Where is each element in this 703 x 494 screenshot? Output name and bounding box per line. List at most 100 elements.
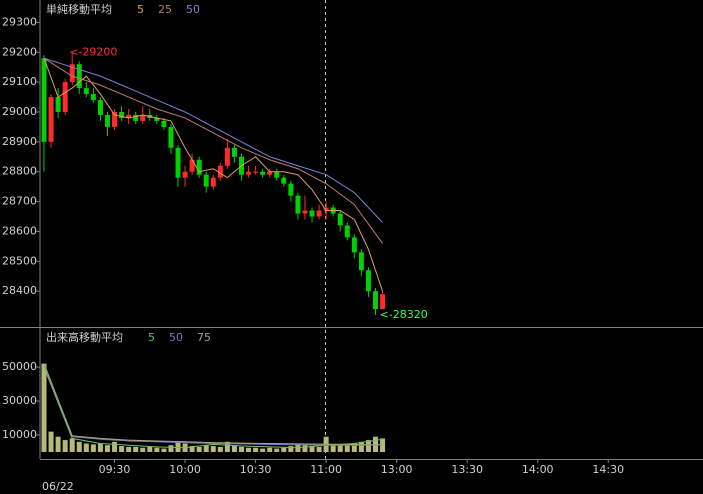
- candle-body: [76, 64, 82, 89]
- volume-bar: [330, 445, 336, 452]
- candle-body: [154, 117, 160, 121]
- volume-bar: [358, 441, 364, 452]
- volume-bar: [76, 441, 82, 452]
- candle-body: [196, 159, 202, 175]
- y-tick-label: 28400: [2, 284, 37, 297]
- volume-bar: [140, 447, 146, 452]
- candle-body: [351, 237, 357, 253]
- candle-body: [295, 195, 301, 214]
- x-tick-label: 13:00: [381, 463, 413, 476]
- volume-bar: [133, 446, 139, 452]
- candle-body: [373, 291, 378, 310]
- volume-bar: [302, 445, 308, 452]
- candle-body: [41, 58, 47, 142]
- volume-bar: [344, 445, 350, 452]
- x-tick-label: 09:30: [99, 463, 131, 476]
- volume-bar: [203, 445, 209, 452]
- candle-body: [104, 114, 110, 127]
- y-tick-label: 28800: [2, 165, 37, 178]
- volume-bar: [281, 447, 287, 452]
- candle-body: [365, 270, 371, 292]
- volume-bar: [253, 447, 259, 452]
- x-tick-label: 14:00: [522, 463, 554, 476]
- candle-body: [337, 213, 343, 226]
- candle-body: [316, 210, 322, 217]
- volume-bar: [196, 446, 202, 452]
- y-tick-label: 29100: [2, 75, 37, 88]
- candle-body: [380, 294, 386, 310]
- y-tick-label: 10000: [2, 428, 37, 441]
- y-tick-label: 28600: [2, 224, 37, 237]
- volume-bar: [41, 363, 47, 452]
- y-tick-label: 28500: [2, 254, 37, 267]
- moving-average-line: [43, 57, 383, 223]
- candle-body: [48, 97, 54, 142]
- candle-body: [83, 88, 89, 95]
- candle-body: [210, 177, 216, 187]
- volume-bar: [238, 446, 244, 452]
- candle-body: [175, 147, 181, 178]
- y-tick-label: 28900: [2, 135, 37, 148]
- candle-body: [309, 210, 315, 217]
- volume-bar: [246, 447, 252, 452]
- legend-entry: 5: [137, 3, 144, 16]
- candle-body: [267, 171, 273, 175]
- candle-body: [274, 171, 280, 178]
- price-annotation: <-29200: [69, 45, 117, 58]
- volume-bar: [83, 443, 89, 452]
- volume-bar: [90, 444, 96, 452]
- candle-body: [203, 174, 209, 187]
- volume-bar: [351, 443, 357, 452]
- legend-entry: 5: [148, 331, 155, 344]
- volume-bar: [288, 446, 294, 452]
- y-tick-label: 29200: [2, 45, 37, 58]
- volume-bar: [55, 436, 61, 452]
- candle-body: [126, 114, 132, 118]
- volume-bar: [97, 443, 103, 452]
- volume-panel-title: 出来高移動平均: [46, 330, 123, 344]
- candle-body: [161, 120, 167, 127]
- candle-body: [358, 252, 364, 271]
- candle-body: [260, 171, 266, 175]
- volume-bar: [104, 445, 110, 452]
- candle-body: [189, 159, 195, 172]
- volume-bar: [267, 447, 273, 452]
- moving-average-line: [43, 363, 383, 446]
- price-annotation: <-28320: [380, 308, 428, 321]
- volume-bar: [309, 446, 315, 452]
- candle-body: [281, 177, 287, 184]
- volume-bar: [217, 446, 223, 452]
- moving-average-line: [43, 58, 384, 292]
- candle-body: [119, 111, 125, 118]
- volume-bar: [210, 446, 216, 452]
- volume-bar: [175, 441, 181, 452]
- legend-entry: 75: [197, 331, 211, 344]
- candle-body: [133, 114, 139, 121]
- volume-bar: [337, 444, 343, 452]
- candle-body: [217, 165, 223, 178]
- y-tick-label: 30000: [2, 394, 37, 407]
- candle-body: [302, 210, 308, 214]
- x-tick-label: 11:00: [310, 463, 342, 476]
- candle-body: [55, 97, 61, 112]
- candle-body: [168, 126, 174, 148]
- candle-body: [97, 100, 103, 115]
- candle-body: [182, 171, 188, 178]
- candle-body: [288, 183, 294, 196]
- volume-bar: [161, 448, 167, 452]
- volume-bar: [126, 446, 132, 452]
- x-tick-label: 10:30: [240, 463, 272, 476]
- volume-bar: [365, 440, 371, 452]
- volume-bar: [154, 447, 160, 452]
- candle-body: [344, 225, 350, 238]
- candle-body: [62, 82, 68, 112]
- candle-body: [253, 171, 259, 173]
- legend-entry: 50: [186, 3, 200, 16]
- moving-average-line: [43, 363, 383, 446]
- x-tick-label: 13:30: [451, 463, 483, 476]
- volume-bar: [224, 441, 230, 452]
- volume-bar: [189, 446, 195, 452]
- volume-bar: [69, 438, 75, 452]
